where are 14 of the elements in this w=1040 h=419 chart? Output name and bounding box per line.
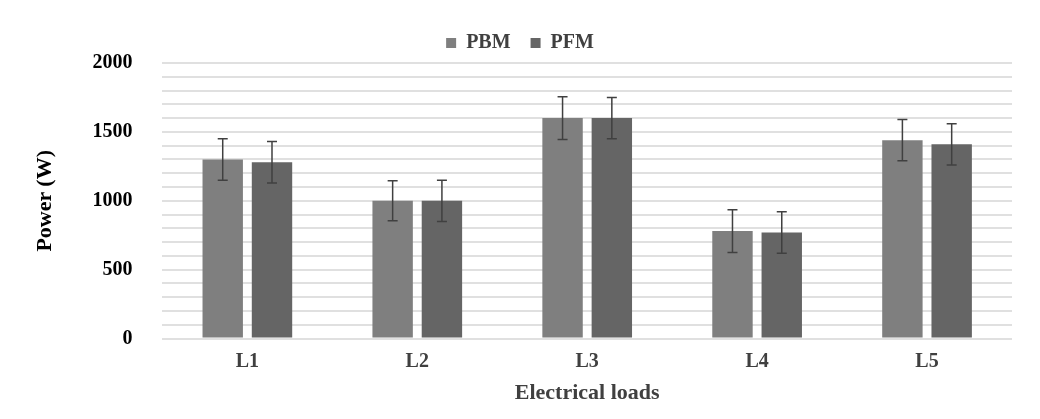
y-tick-label: 0 [122, 325, 133, 348]
x-tick-label: L5 [915, 348, 939, 371]
y-tick-label: 1500 [92, 119, 133, 142]
legend-label: PFM [550, 30, 594, 53]
x-tick-label: L2 [405, 348, 429, 371]
x-axis-title: Electrical loads [514, 379, 661, 405]
x-tick-label: L1 [235, 348, 260, 371]
x-tick-label: L4 [745, 348, 769, 371]
y-tick-label: 500 [102, 256, 133, 279]
y-axis-title: Power (W) [30, 149, 56, 252]
x-tick-label: L3 [575, 348, 599, 371]
y-tick-label: 2000 [92, 50, 133, 73]
legend-label: PBM [466, 30, 511, 53]
y-tick-label: 1000 [92, 187, 133, 210]
